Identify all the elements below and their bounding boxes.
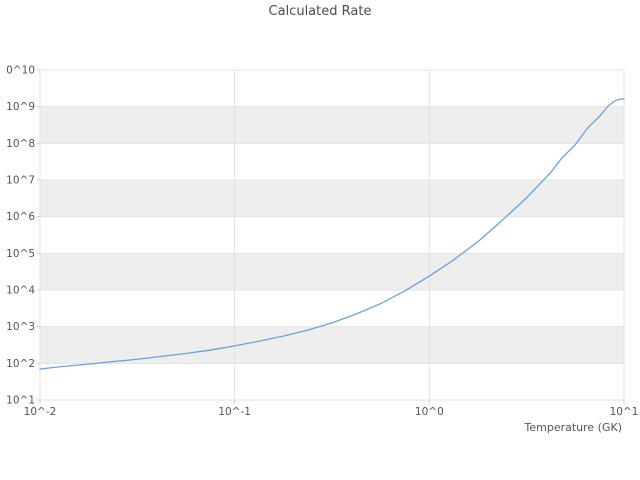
y-tick-label: 0^10 xyxy=(6,65,35,77)
rate-line xyxy=(39,98,625,370)
y-tick-label: 10^4 xyxy=(6,285,35,297)
y-tick-label: 10^8 xyxy=(6,138,35,150)
y-tick-label: 10^2 xyxy=(6,358,35,370)
y-tick-label: 10^1 xyxy=(6,395,35,407)
y-tick-label: 10^3 xyxy=(6,321,35,333)
y-tick-label: 10^7 xyxy=(6,175,35,187)
x-tick-label: 10^0 xyxy=(415,406,444,418)
y-tick-label: 10^5 xyxy=(6,248,35,260)
x-tick-label: 10^-1 xyxy=(218,406,251,418)
x-tick-label: 10^-2 xyxy=(24,406,57,418)
y-tick-label: 10^6 xyxy=(6,211,35,223)
shaded-band xyxy=(40,106,624,144)
x-axis-label: Temperature (GK) xyxy=(524,421,623,434)
shaded-band xyxy=(40,180,624,217)
shaded-band xyxy=(40,253,624,290)
y-tick-label: 10^9 xyxy=(6,101,35,113)
chart-title: Calculated Rate xyxy=(268,4,372,19)
x-tick-label: 10^1 xyxy=(610,406,639,418)
shaded-band xyxy=(40,326,624,364)
